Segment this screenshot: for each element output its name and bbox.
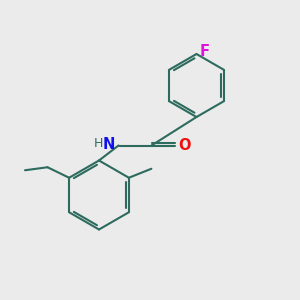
Text: O: O xyxy=(178,138,191,153)
Text: N: N xyxy=(103,137,115,152)
Text: F: F xyxy=(200,44,210,59)
Text: H: H xyxy=(94,136,103,150)
